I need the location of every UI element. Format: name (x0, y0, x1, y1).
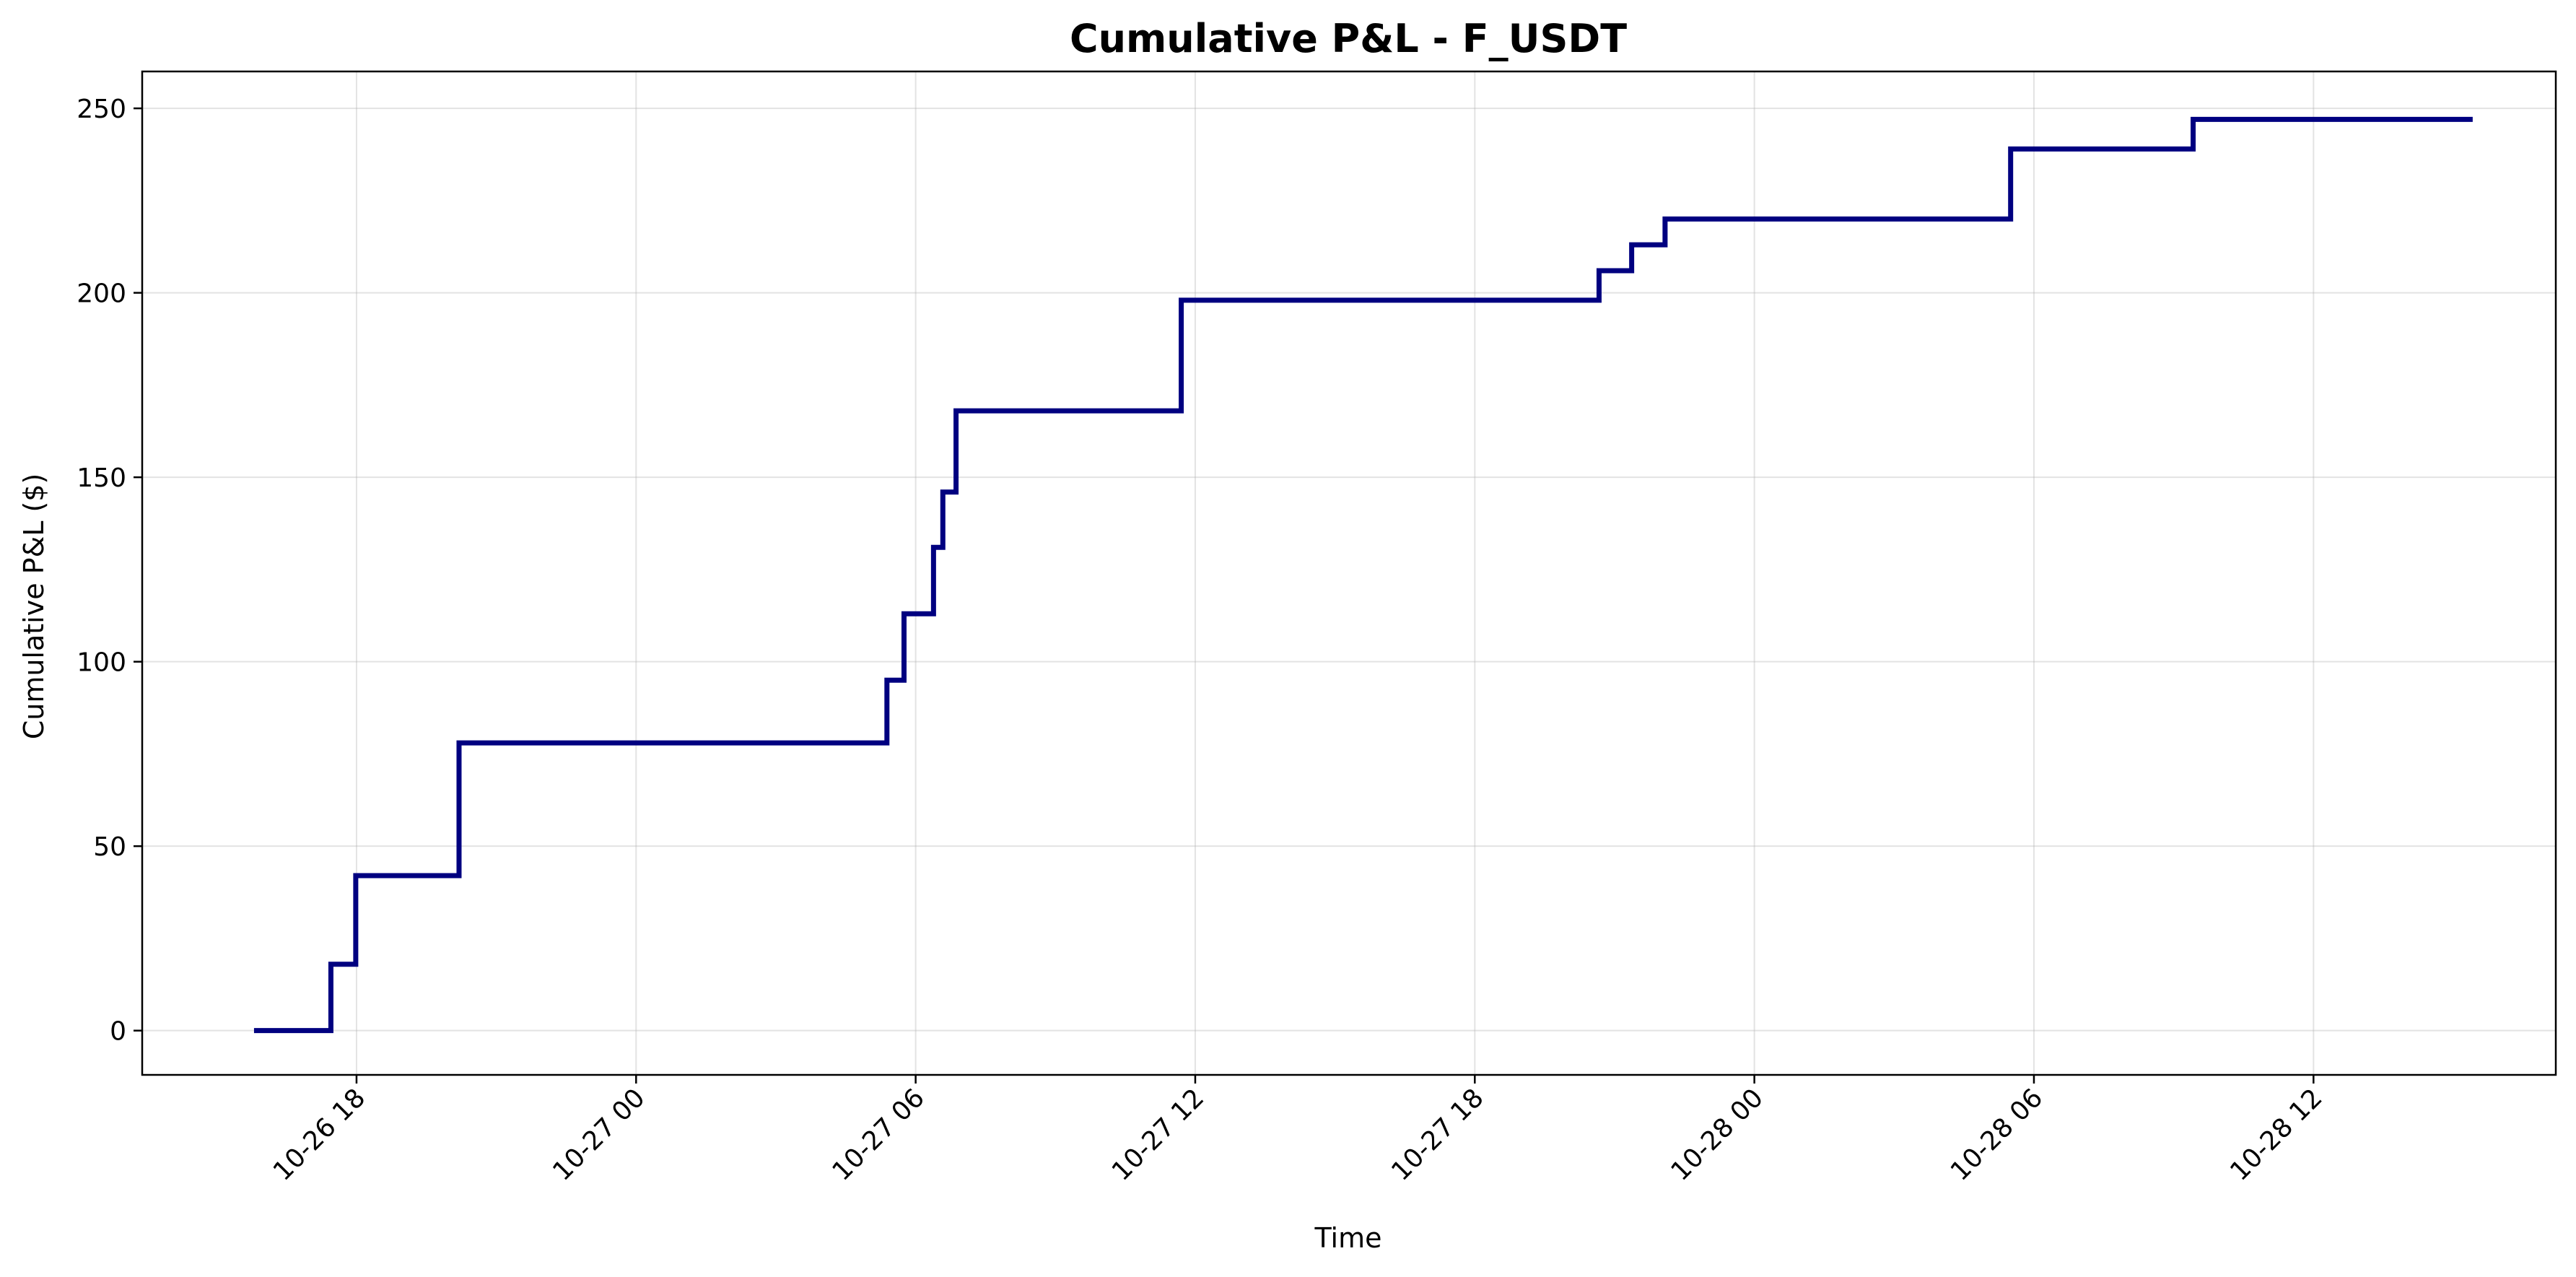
x-tick-label: 10-27 18 (1386, 1083, 1489, 1186)
x-tick-label: 10-27 12 (1106, 1083, 1210, 1186)
x-tick-label: 10-27 06 (827, 1083, 930, 1186)
pnl-step-line (253, 116, 2473, 1034)
x-tick-label: 10-27 00 (547, 1083, 650, 1186)
chart-title: Cumulative P&L - F_USDT (1070, 16, 1627, 61)
y-tick-label: 50 (93, 832, 126, 862)
series-layer (253, 116, 2473, 1034)
y-tick-label: 250 (77, 95, 126, 124)
x-tick-label: 10-28 12 (2224, 1083, 2328, 1186)
x-axis-label: Time (1314, 1222, 1382, 1254)
y-tick-label: 100 (77, 648, 126, 678)
grid (142, 71, 2556, 1075)
x-tick-label: 10-28 06 (1945, 1083, 2048, 1186)
y-tick-label: 150 (77, 463, 126, 493)
x-tick-label: 10-26 18 (268, 1083, 371, 1186)
plot-frame (141, 70, 2557, 1076)
ticks: 10-26 18 10-27 00 10-27 06 10-27 12 10-27 18… (77, 95, 2328, 1187)
y-tick-label: 200 (77, 279, 126, 309)
y-axis-label: Cumulative P&L ($) (18, 474, 50, 740)
x-tick-label: 10-28 00 (1666, 1083, 1769, 1186)
y-tick-label: 0 (110, 1017, 126, 1047)
